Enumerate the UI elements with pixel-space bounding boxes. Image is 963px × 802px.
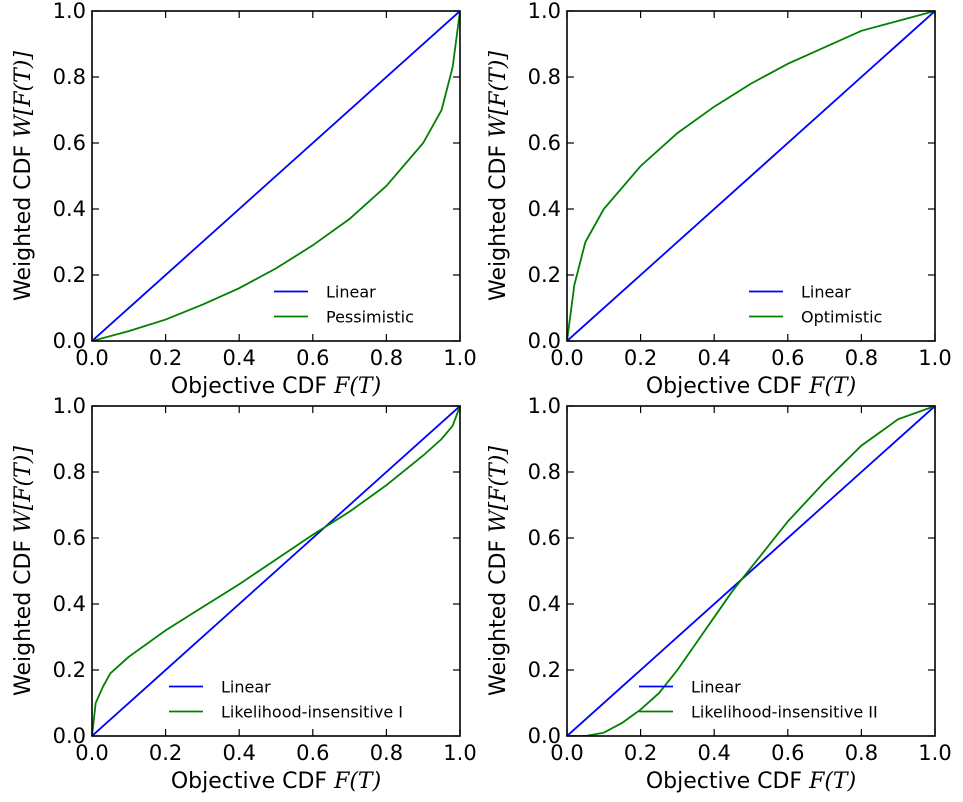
legend-label: Linear <box>691 678 741 697</box>
legend: Linear Likelihood-insensitive I <box>169 678 403 722</box>
series-line-likelihood-insensitive-i <box>92 406 460 736</box>
legend: Linear Optimistic <box>749 283 882 327</box>
legend: Linear Pessimistic <box>274 283 414 327</box>
x-tick-label: 0.2 <box>149 346 182 370</box>
x-tick-label: 0.0 <box>75 346 108 370</box>
axes-frame <box>566 10 936 342</box>
x-tick-label: 0.6 <box>296 741 329 765</box>
x-tick-label: 0.4 <box>697 741 730 765</box>
x-axis-label: Objective CDF F(T) <box>171 769 381 794</box>
y-tick-label: 1.0 <box>528 394 561 418</box>
y-tick-label: 0.2 <box>528 658 561 682</box>
legend-label: Linear <box>326 283 376 302</box>
series-line-linear <box>92 406 460 736</box>
y-tick-label: 0.0 <box>53 724 86 748</box>
y-tick-label: 0.2 <box>53 658 86 682</box>
x-tick-label: 0.4 <box>222 741 255 765</box>
x-tick-label: 0.2 <box>149 741 182 765</box>
y-tick-label: 0.0 <box>528 724 561 748</box>
x-axis-label: Objective CDF F(T) <box>646 374 856 399</box>
legend-label: Optimistic <box>801 308 882 327</box>
x-tick-label: 1.0 <box>443 741 476 765</box>
x-tick-label: 0.4 <box>697 346 730 370</box>
axes-frame <box>566 405 936 737</box>
x-tick-label: 1.0 <box>918 741 951 765</box>
x-tick-label: 0.8 <box>845 741 878 765</box>
y-axis-label: Weighted CDF W[F(T)] <box>11 51 36 301</box>
x-tick-label: 0.0 <box>550 741 583 765</box>
y-tick-label: 0.4 <box>53 197 86 221</box>
y-tick-label: 0.8 <box>53 460 86 484</box>
y-tick-label: 1.0 <box>53 0 86 23</box>
legend-label: Linear <box>801 283 851 302</box>
y-tick-label: 0.2 <box>528 263 561 287</box>
series-line-linear <box>567 11 935 341</box>
y-tick-label: 0.0 <box>53 329 86 353</box>
y-tick-label: 0.6 <box>528 526 561 550</box>
y-axis-label: Weighted CDF W[F(T)] <box>486 51 511 301</box>
x-tick-label: 0.8 <box>370 741 403 765</box>
axes-frame <box>91 405 461 737</box>
x-tick-label: 0.4 <box>222 346 255 370</box>
chart-panel-2: 0.0 0.2 0.4 0.6 0.8 1.0 0.0 0.2 0.4 0.6 0.8 1.0 Obje… <box>486 0 952 399</box>
series-line-optimistic <box>567 11 935 341</box>
axes-frame <box>91 10 461 342</box>
legend-label: Likelihood-insensitive II <box>691 703 878 722</box>
y-tick-label: 0.4 <box>53 592 86 616</box>
x-tick-label: 0.2 <box>624 741 657 765</box>
chart-panel-3: 0.0 0.2 0.4 0.6 0.8 1.0 0.0 0.2 0.4 0.6 0.8 1.0 Obje… <box>11 394 477 794</box>
chart-panel-4: 0.0 0.2 0.4 0.6 0.8 1.0 0.0 0.2 0.4 0.6 0.8 1.0 Obje… <box>486 394 952 794</box>
y-axis-label: Weighted CDF W[F(T)] <box>486 446 511 696</box>
y-axis-label: Weighted CDF W[F(T)] <box>11 446 36 696</box>
legend-label: Likelihood-insensitive I <box>221 703 403 722</box>
y-tick-label: 1.0 <box>528 0 561 23</box>
y-tick-label: 0.6 <box>528 131 561 155</box>
y-tick-label: 0.6 <box>53 526 86 550</box>
chart-panel-1: 0.0 0.2 0.4 0.6 0.8 1.0 0.0 0.2 0.4 0.6 0.8 1.0 Obje… <box>11 0 477 399</box>
x-tick-label: 0.2 <box>624 346 657 370</box>
y-tick-label: 0.8 <box>528 460 561 484</box>
x-tick-label: 0.6 <box>771 741 804 765</box>
x-tick-label: 0.6 <box>771 346 804 370</box>
series-line-pessimistic <box>92 11 460 341</box>
y-tick-label: 0.8 <box>528 65 561 89</box>
x-tick-label: 0.0 <box>550 346 583 370</box>
legend-label: Pessimistic <box>326 308 414 327</box>
y-tick-label: 0.8 <box>53 65 86 89</box>
legend: Linear Likelihood-insensitive II <box>639 678 878 722</box>
x-tick-label: 0.8 <box>370 346 403 370</box>
series-line-likelihood-insensitive-ii <box>567 406 935 736</box>
y-tick-label: 1.0 <box>53 394 86 418</box>
x-tick-label: 0.0 <box>75 741 108 765</box>
series-line-linear <box>567 406 935 736</box>
x-tick-label: 1.0 <box>443 346 476 370</box>
series-line-linear <box>92 11 460 341</box>
y-tick-label: 0.6 <box>53 131 86 155</box>
x-tick-label: 0.8 <box>845 346 878 370</box>
legend-label: Linear <box>221 678 271 697</box>
y-tick-label: 0.4 <box>528 197 561 221</box>
y-tick-label: 0.4 <box>528 592 561 616</box>
y-tick-label: 0.2 <box>53 263 86 287</box>
x-tick-label: 0.6 <box>296 346 329 370</box>
x-tick-label: 1.0 <box>918 346 951 370</box>
x-axis-label: Objective CDF F(T) <box>646 769 856 794</box>
x-axis-label: Objective CDF F(T) <box>171 374 381 399</box>
y-tick-label: 0.0 <box>528 329 561 353</box>
